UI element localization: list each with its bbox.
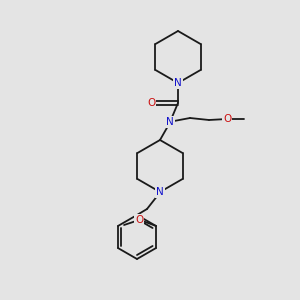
Text: O: O	[135, 215, 143, 225]
Text: N: N	[166, 117, 174, 127]
Text: O: O	[223, 114, 231, 124]
Text: N: N	[174, 78, 182, 88]
Text: N: N	[156, 187, 164, 197]
Text: O: O	[147, 98, 155, 108]
